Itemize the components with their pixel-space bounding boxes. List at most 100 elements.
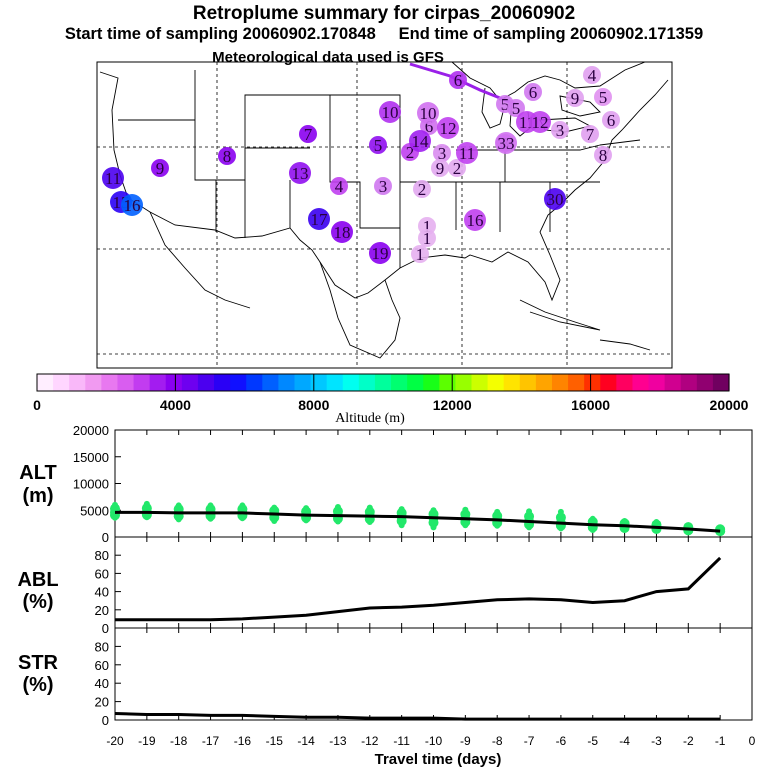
alt-point: [271, 517, 278, 524]
map-point-label: 16: [124, 196, 141, 215]
map-point-marker: [448, 159, 466, 177]
map-point-marker: [418, 229, 436, 247]
colorbar-cell: [680, 374, 698, 391]
map-point-label: 2: [406, 143, 415, 162]
str-ylabel: STR: [18, 652, 59, 674]
map-point-label: 7: [304, 125, 313, 144]
map-point-label: 2: [418, 180, 427, 199]
y-tick-label: 40: [95, 676, 109, 691]
map-point-marker: [456, 142, 478, 164]
x-tick-label: -2: [683, 734, 694, 748]
map-point-label: 3: [556, 121, 565, 140]
map-point-label: 14: [412, 132, 430, 151]
alt-ylabel: ALT: [19, 462, 56, 484]
sampling-times: Start time of sampling 20060902.170848 E…: [0, 25, 768, 44]
colorbar-cell: [197, 374, 215, 391]
met-data-label: Meteorological data used is GFS: [212, 49, 444, 66]
map-point-marker: [379, 101, 401, 123]
map-point-marker: [544, 188, 566, 210]
map-point-label: 5: [599, 88, 608, 107]
alt-point: [334, 518, 341, 525]
map-point-label: 10: [382, 103, 399, 122]
colorbar-cell: [568, 374, 585, 391]
colorbar-cell: [149, 374, 167, 391]
colorbar-tick-label: 20000: [710, 397, 749, 413]
x-axis-label: Travel time (days): [375, 751, 502, 768]
colorbar-cell: [600, 374, 617, 391]
colorbar-cell: [358, 374, 376, 391]
map-point-marker: [121, 194, 143, 216]
y-tick-label: 60: [95, 658, 109, 673]
end-time-label: End time of sampling 20060902.171359: [398, 25, 704, 43]
alt-point: [239, 515, 246, 522]
map-point-marker: [369, 136, 387, 154]
colorbar-cell: [165, 374, 183, 391]
y-tick-label: 0: [102, 621, 109, 636]
y-tick-label: 10000: [73, 477, 109, 492]
x-tick-label: -6: [556, 734, 567, 748]
alt-point: [303, 517, 310, 524]
map-point-label: 19: [372, 244, 389, 263]
map-point-marker: [411, 245, 429, 263]
colorbar-cell: [535, 374, 553, 391]
x-tick-label: -20: [106, 734, 124, 748]
y-tick-label: 80: [95, 639, 109, 654]
alt-ylabel-unit: (m): [22, 485, 53, 507]
map-point-label: 6: [425, 117, 434, 136]
map-point-marker: [299, 125, 317, 143]
map-point-label: 16: [467, 211, 484, 230]
x-tick-label: -19: [138, 734, 156, 748]
x-tick-label: -18: [170, 734, 188, 748]
str-ylabel-unit: (%): [22, 674, 53, 696]
abl-frame: [114, 536, 753, 629]
map-point-marker: [566, 89, 584, 107]
alt-point: [366, 519, 373, 526]
alt-point: [589, 527, 596, 534]
map-point-marker: [218, 147, 236, 165]
map-point-label: 2: [453, 159, 462, 178]
map-grid: [97, 62, 672, 368]
y-tick-label: 15000: [73, 450, 109, 465]
colorbar-cell: [584, 374, 601, 391]
map-point-label: 5: [512, 99, 521, 118]
x-tick-label: -1: [715, 734, 726, 748]
colorbar-cell: [407, 374, 424, 391]
map-point-label: 17: [311, 210, 329, 229]
map-point-label: 12: [532, 113, 549, 132]
abl-ylabel-unit: (%): [22, 591, 53, 613]
colorbar-cell: [278, 374, 296, 391]
x-tick-label: -17: [202, 734, 220, 748]
x-tick-label: -14: [297, 734, 315, 748]
alt-point: [621, 527, 628, 534]
map-point-marker: [330, 177, 348, 195]
y-tick-label: 20: [95, 603, 109, 618]
map-point-label: 11: [105, 169, 121, 188]
y-tick-label: 80: [95, 548, 109, 563]
y-tick-label: 40: [95, 585, 109, 600]
map-point-label: 1: [416, 245, 425, 264]
map-point-label: 11: [459, 144, 475, 163]
map-outlines: [99, 61, 669, 359]
map-point-marker: [524, 83, 542, 101]
colorbar-cell: [342, 374, 360, 391]
colorbar-cell: [53, 374, 70, 391]
map-point-marker: [583, 66, 601, 84]
map-point-label: 33: [498, 134, 515, 153]
alt-point: [428, 517, 439, 528]
colorbar-cell: [696, 374, 714, 391]
map-point-label: 4: [588, 66, 597, 85]
map-point-marker: [151, 159, 169, 177]
x-tick-label: -12: [361, 734, 379, 748]
x-tick-label: -13: [329, 734, 347, 748]
x-tick-label: 0: [749, 734, 756, 748]
map-point-label: 13: [292, 164, 309, 183]
colorbar-cell: [37, 374, 54, 391]
alt-point: [398, 522, 405, 529]
map-point-label: 1: [423, 229, 432, 248]
map-point-marker: [529, 111, 551, 133]
colorbar-cell: [374, 374, 392, 391]
map-point-marker: [409, 130, 431, 152]
colorbar-cell: [246, 374, 263, 391]
y-tick-label: 20: [95, 695, 109, 710]
x-tick-label: -7: [524, 734, 535, 748]
